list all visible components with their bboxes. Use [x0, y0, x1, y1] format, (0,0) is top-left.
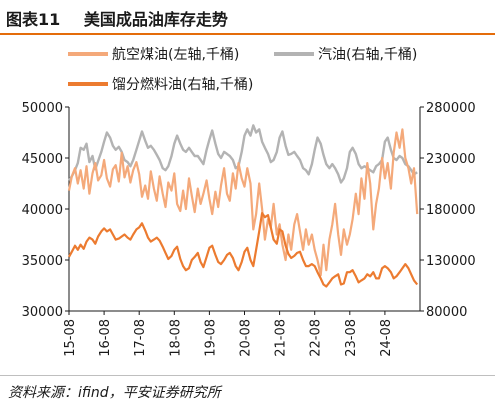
y-right-tick-label: 130000 [426, 254, 476, 269]
y-left-tick-label: 45000 [22, 152, 63, 167]
y-right-tick-label: 180000 [426, 203, 476, 218]
y-right-tick-label: 80000 [426, 305, 467, 320]
x-tick-label: 15-08 [63, 319, 78, 357]
figure-header: 图表11 美国成品油库存走势 [0, 0, 495, 35]
x-tick-label: 22-08 [309, 319, 324, 357]
legend: 航空煤油(左轴,千桶) 汽油(右轴,千桶) 馏分燃料油(右轴,千桶) [68, 47, 417, 93]
x-tick-label: 16-08 [98, 319, 113, 357]
legend-label-distillate: 馏分燃料油(右轴,千桶) [112, 76, 253, 93]
x-tick-label: 19-08 [203, 319, 218, 357]
x-tick-label: 24-08 [379, 319, 394, 357]
y-left-tick-label: 50000 [22, 101, 63, 116]
x-tick-label: 23-08 [344, 319, 359, 357]
y-axis-left: 30000 35000 40000 45000 50000 [22, 101, 69, 320]
figure-number: 图表11 [6, 10, 61, 29]
y-left-tick-label: 35000 [22, 254, 63, 269]
x-axis: 15-08 16-08 17-08 18-08 19-08 20-08 21-08 22-08… [63, 311, 394, 357]
y-left-tick-label: 40000 [22, 203, 63, 218]
series-line-jet-fuel [67, 128, 419, 277]
y-right-tick-label: 280000 [426, 101, 476, 116]
y-left-tick-label: 30000 [22, 305, 63, 320]
x-tick-label: 21-08 [274, 319, 289, 357]
y-right-tick-label: 230000 [426, 152, 476, 167]
legend-label-jet-fuel: 航空煤油(左轴,千桶) [112, 47, 239, 63]
series-line-gasoline [68, 124, 418, 184]
x-tick-label: 18-08 [168, 319, 183, 357]
figure-footer: 资料来源：ifind，平安证券研究所 [0, 375, 495, 409]
chart: 航空煤油(左轴,千桶) 汽油(右轴,千桶) 馏分燃料油(右轴,千桶) 30000… [22, 47, 476, 357]
source-note: 资料来源：ifind，平安证券研究所 [8, 385, 221, 401]
figure-title: 美国成品油库存走势 [83, 10, 228, 29]
x-tick-label: 17-08 [133, 319, 148, 357]
series-lines [67, 124, 419, 288]
figure-title-row: 图表11 美国成品油库存走势 [6, 6, 228, 30]
x-tick-label: 20-08 [239, 319, 254, 357]
legend-label-gasoline: 汽油(右轴,千桶) [318, 47, 417, 63]
series-line-distillate [68, 212, 419, 288]
y-axis-right: 80000 130000 180000 230000 280000 [420, 101, 476, 320]
